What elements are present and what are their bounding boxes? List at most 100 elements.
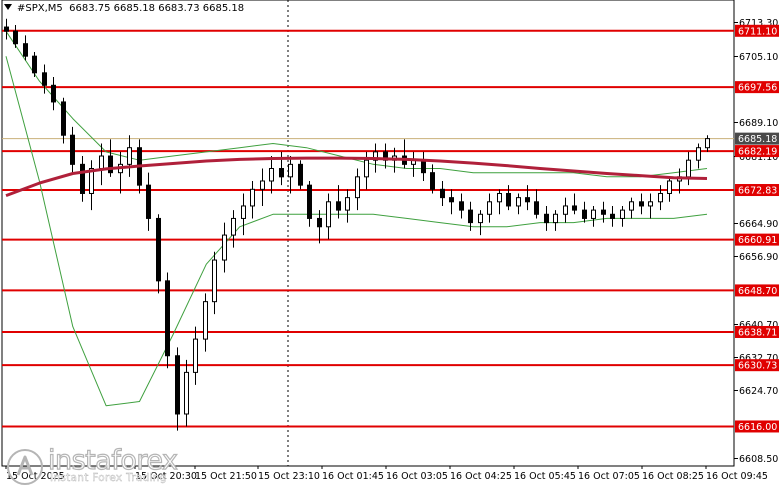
candle-body [563,205,568,215]
level-label: 6682.19 [738,147,777,158]
level-tag [735,233,779,246]
x-tick-label: 15 Oct 23:10 [258,471,320,482]
chart-header: #SPX,M5 6683.75 6685.18 6683.73 6685.18 [4,3,244,14]
candle-body [468,209,473,224]
candle-body [99,155,104,170]
candle [51,76,56,111]
candle-body [241,205,246,219]
current-price-tag [735,132,779,145]
y-tick-label: 6713.30 [739,18,778,29]
candle [89,160,94,211]
candle-body [620,209,625,219]
candle [80,156,85,202]
candle-body [364,159,369,178]
candle-body [487,201,492,215]
level-label: 6638.71 [738,327,777,338]
symbol-label: #SPX,M5 [17,3,63,14]
candle-body [32,55,37,74]
candle [355,168,360,211]
candle [449,189,454,215]
candle-body [165,280,170,357]
candle [544,205,549,231]
y-tick-label: 6689.10 [739,118,778,129]
candle [525,185,530,211]
candle-body [497,192,502,203]
candle-body [231,217,236,236]
candle [582,201,587,223]
candle [648,193,653,219]
candle-body [696,147,701,161]
candle [534,189,539,219]
ohlc-readout: 6683.75 6685.18 6683.73 6685.18 [69,3,245,14]
candle-body [430,172,435,190]
candle [506,185,511,211]
candle-body [80,163,85,194]
candle [241,193,246,236]
candle-body [288,163,293,178]
candle-body [440,188,445,199]
candle-body [127,147,132,165]
x-tick-label: 15 Oct 2025 [6,471,65,482]
candle-body [108,155,113,174]
y-tick-label: 6705.10 [739,52,778,63]
candle [487,193,492,223]
candle-body [544,213,549,224]
candle-body [222,234,227,261]
candle-body [13,30,18,45]
candle [402,139,407,169]
candle-body [355,176,360,199]
candle [430,164,435,194]
candle [620,205,625,227]
candle-body [336,201,341,211]
candle [421,151,426,181]
candle [146,172,151,231]
y-tick-label: 6656.90 [739,252,778,263]
candle-body [269,168,274,182]
watermark-name: instaforex [47,444,178,476]
candle [279,151,284,186]
candle [411,151,416,177]
watermark: instaforex Instant Forex Trading [6,444,206,486]
x-tick-label: 16 Oct 01:45 [322,471,384,482]
candle-body [70,134,75,165]
candle [629,197,634,219]
candle [4,18,9,40]
candle [383,143,388,169]
candle-body [260,180,265,190]
candle [108,139,113,177]
candle [298,160,303,190]
candle-body [89,168,94,194]
candle-body [23,43,28,57]
level-tag [735,284,779,297]
candle-body [203,301,208,340]
level-tag [735,420,779,433]
candle-body [658,192,663,203]
y-tick-label: 6624.70 [739,386,778,397]
chevron-down-icon[interactable] [4,4,12,10]
candle-body [582,209,587,219]
level-tag [735,325,779,338]
candle [70,126,75,173]
candle [667,176,672,202]
watermark-tagline: Instant Forex Trading [50,472,167,484]
x-tick-label: 16 Oct 03:05 [386,471,448,482]
level-tag [735,24,779,37]
candle [639,193,644,215]
candle [478,210,483,236]
candle-body [42,72,47,86]
candle-body [516,197,521,207]
candle-body [61,101,66,136]
candle-body [250,188,255,207]
candle-body [175,355,180,415]
candle [61,97,66,144]
x-tick-label: 15 Oct 21:50 [195,471,257,482]
y-tick-label: 6608.50 [739,454,778,465]
candle [705,135,710,152]
candle [13,24,18,48]
candle-body [610,213,615,219]
level-label: 6660.91 [738,235,777,246]
candle [193,326,198,385]
x-tick-label: 16 Oct 09:45 [706,471,768,482]
